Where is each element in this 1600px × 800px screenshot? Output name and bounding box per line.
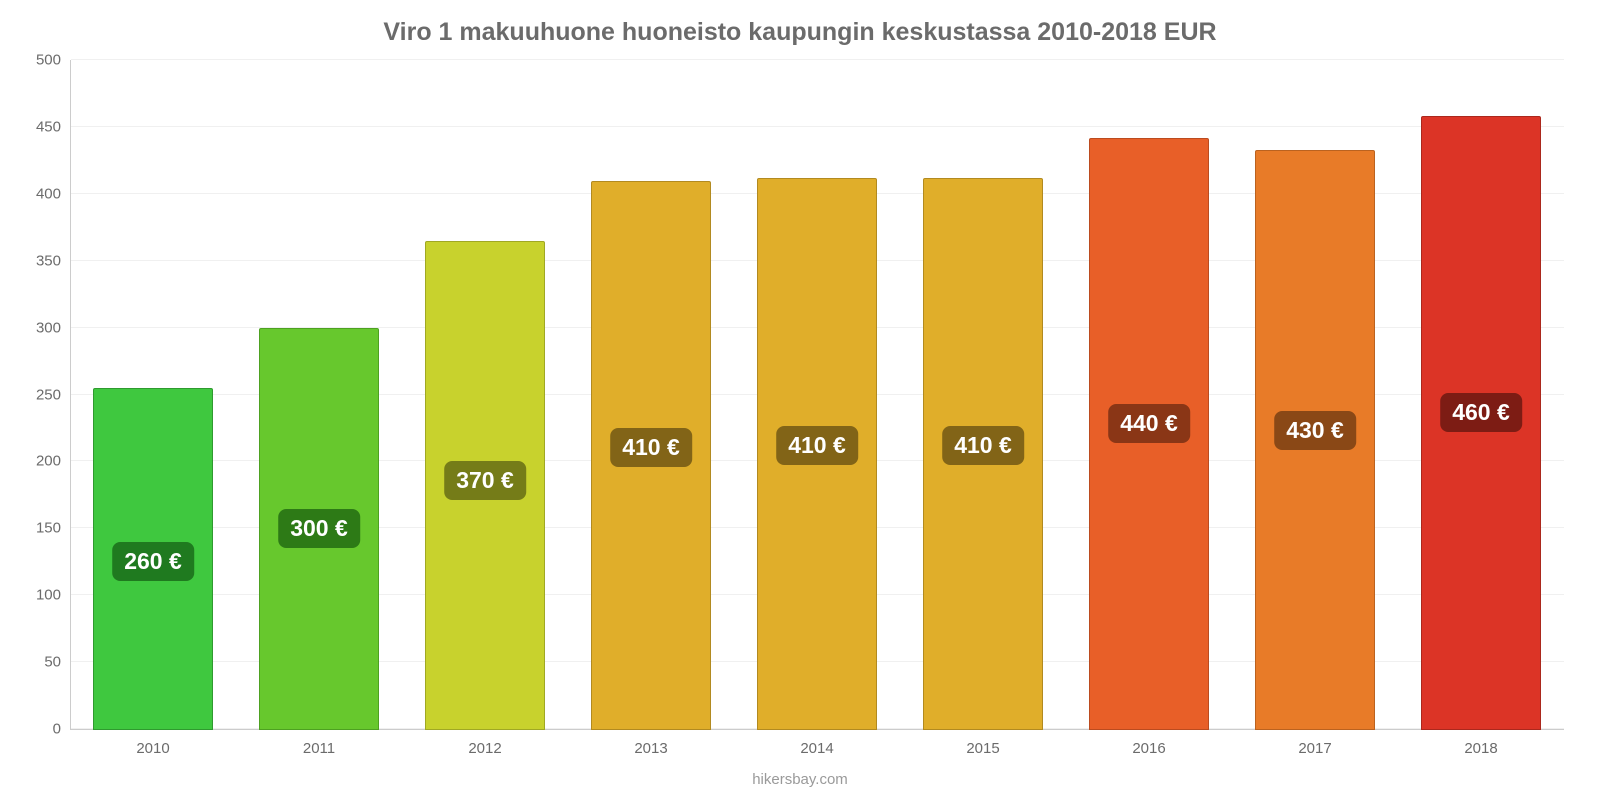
bar-value-label: 300 €	[278, 509, 360, 548]
bar: 370 €	[425, 241, 545, 730]
y-tick-label: 150	[21, 520, 71, 537]
attribution-text: hikersbay.com	[0, 771, 1600, 788]
bar-value-label: 410 €	[610, 428, 692, 467]
y-tick-label: 200	[21, 453, 71, 470]
bar: 430 €	[1255, 150, 1375, 730]
y-tick-label: 0	[21, 721, 71, 738]
bar-slot: 370 €2012	[402, 60, 568, 730]
x-tick-label: 2015	[966, 730, 999, 757]
bar: 440 €	[1089, 138, 1209, 730]
bar-slot: 300 €2011	[236, 60, 402, 730]
bar-value-label: 440 €	[1108, 404, 1190, 443]
y-tick-label: 400	[21, 185, 71, 202]
bar-value-label: 260 €	[112, 542, 194, 581]
bar: 460 €	[1421, 116, 1541, 730]
bar-slot: 460 €2018	[1398, 60, 1564, 730]
bar: 410 €	[757, 178, 877, 730]
y-tick-label: 50	[21, 654, 71, 671]
bar-slot: 410 €2013	[568, 60, 734, 730]
x-tick-label: 2018	[1464, 730, 1497, 757]
bar-value-label: 410 €	[776, 426, 858, 465]
bar-slot: 410 €2015	[900, 60, 1066, 730]
bar-slot: 430 €2017	[1232, 60, 1398, 730]
bar: 300 €	[259, 328, 379, 730]
bar-value-label: 430 €	[1274, 411, 1356, 450]
x-tick-label: 2012	[468, 730, 501, 757]
x-tick-label: 2010	[136, 730, 169, 757]
chart-title: Viro 1 makuuhuone huoneisto kaupungin ke…	[0, 0, 1600, 47]
x-tick-label: 2013	[634, 730, 667, 757]
y-tick-label: 300	[21, 319, 71, 336]
y-tick-label: 350	[21, 252, 71, 269]
bar: 410 €	[923, 178, 1043, 730]
y-tick-label: 450	[21, 118, 71, 135]
x-tick-label: 2011	[303, 730, 335, 757]
bar: 260 €	[93, 388, 213, 730]
y-tick-label: 100	[21, 587, 71, 604]
bar-value-label: 370 €	[444, 461, 526, 500]
x-tick-label: 2017	[1298, 730, 1331, 757]
y-tick-label: 250	[21, 386, 71, 403]
bar-value-label: 410 €	[942, 426, 1024, 465]
bar-slot: 260 €2010	[70, 60, 236, 730]
x-tick-label: 2016	[1132, 730, 1165, 757]
bars-container: 260 €2010300 €2011370 €2012410 €2013410 …	[70, 60, 1564, 730]
y-tick-label: 500	[21, 52, 71, 69]
x-tick-label: 2014	[800, 730, 833, 757]
bar-value-label: 460 €	[1440, 393, 1522, 432]
bar: 410 €	[591, 181, 711, 730]
bar-slot: 440 €2016	[1066, 60, 1232, 730]
chart-plot-area: 050100150200250300350400450500 260 €2010…	[70, 60, 1564, 730]
bar-slot: 410 €2014	[734, 60, 900, 730]
